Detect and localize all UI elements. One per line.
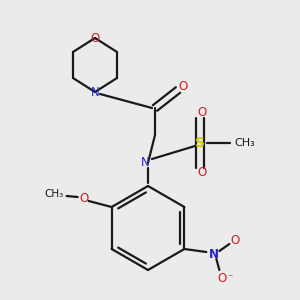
- Text: O: O: [197, 167, 207, 179]
- Text: O: O: [231, 233, 240, 247]
- Text: S: S: [195, 136, 205, 150]
- Text: CH₃: CH₃: [235, 138, 255, 148]
- Text: CH₃: CH₃: [44, 189, 63, 199]
- Text: O: O: [178, 80, 188, 94]
- Text: O: O: [197, 106, 207, 119]
- Text: N: N: [141, 157, 149, 169]
- Text: N: N: [209, 248, 219, 260]
- Text: N: N: [91, 86, 99, 100]
- Text: O: O: [218, 272, 227, 284]
- Text: O: O: [79, 193, 88, 206]
- Text: ⁻: ⁻: [228, 273, 233, 283]
- Text: O: O: [90, 32, 100, 44]
